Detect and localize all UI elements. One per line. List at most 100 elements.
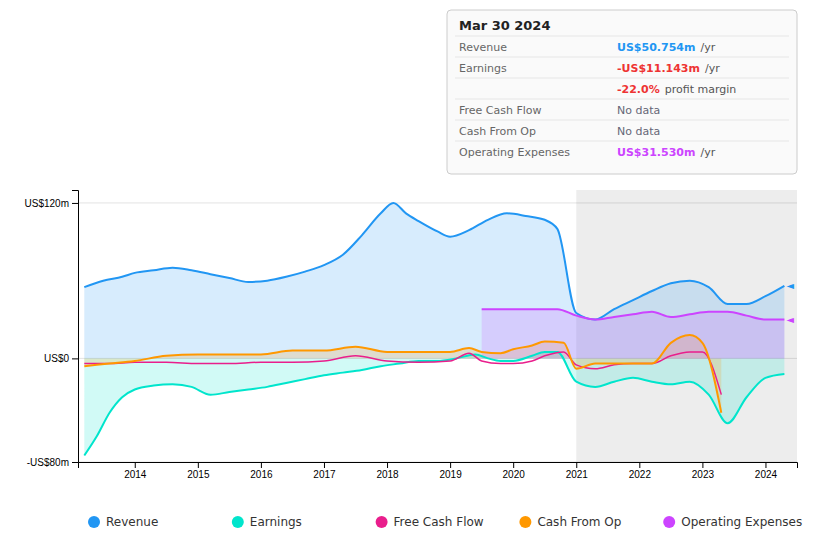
series-line xyxy=(482,309,785,319)
info-suffix: /yr xyxy=(700,41,715,54)
info-value: -22.0% xyxy=(617,83,660,96)
info-value: US$50.754m xyxy=(617,41,695,54)
tick-label: 2016 xyxy=(250,469,273,480)
tick: US$0 xyxy=(44,353,78,364)
edge-marker: ◄ xyxy=(786,314,794,325)
tick-mark xyxy=(72,462,78,463)
legend-swatch xyxy=(519,516,531,528)
chart-container: 2014 2015 2016 2017 2018 2019 2020 2021 2022 2023… xyxy=(0,0,821,560)
info-separator xyxy=(455,78,789,79)
info-label: Earnings xyxy=(459,62,507,75)
tick-mark xyxy=(324,462,325,468)
tick-label: 2014 xyxy=(124,469,147,480)
info-value-line: -22.0% profit margin xyxy=(617,83,736,96)
tick-mark xyxy=(261,462,262,468)
info-panel: Mar 30 2024 Revenue US$50.754m/yr Earnings -… xyxy=(447,10,797,174)
tick-mark xyxy=(513,462,514,468)
info-value: No data xyxy=(617,125,660,138)
legend-item: Revenue xyxy=(88,515,158,529)
legend-swatch xyxy=(232,516,244,528)
tick: 2021 xyxy=(566,462,589,480)
axis-line xyxy=(79,463,798,469)
info-suffix: /yr xyxy=(700,146,715,159)
tick-label: 2018 xyxy=(376,469,399,480)
tick: 2018 xyxy=(376,462,399,480)
info-separator xyxy=(455,36,789,37)
legend-swatch xyxy=(663,516,675,528)
tick-label: 2017 xyxy=(313,469,336,480)
legend-item: Operating Expenses xyxy=(663,515,802,529)
tick-label: 2020 xyxy=(503,469,526,480)
info-separator xyxy=(455,57,789,58)
tick-label: -US$80m xyxy=(27,457,69,468)
tick: 2020 xyxy=(503,462,526,480)
series-line xyxy=(84,203,784,320)
legend-label: Operating Expenses xyxy=(681,515,802,529)
tick: -US$80m xyxy=(27,457,78,468)
info-separator xyxy=(455,141,789,142)
edge-marker: ◄ xyxy=(786,280,794,291)
plot-area xyxy=(84,190,797,462)
tick-mark xyxy=(450,462,451,468)
annotations: ◄◄ xyxy=(786,280,794,325)
tick-label: 2021 xyxy=(566,469,589,480)
info-value-line: US$31.530m/yr xyxy=(617,146,716,159)
tick: 2014 xyxy=(124,462,147,480)
info-suffix: /yr xyxy=(705,62,720,75)
tick: 2016 xyxy=(250,462,273,480)
info-label: Free Cash Flow xyxy=(459,104,542,117)
tick-label: 2022 xyxy=(629,469,652,480)
legend-label: Cash From Op xyxy=(537,515,621,529)
legend-item: Free Cash Flow xyxy=(376,515,484,529)
series-area xyxy=(84,352,784,456)
info-value: US$31.530m xyxy=(617,146,695,159)
info-label: Cash From Op xyxy=(459,125,536,138)
tick-mark xyxy=(702,462,703,468)
tick: 2022 xyxy=(629,462,652,480)
tick: 2017 xyxy=(313,462,336,480)
info-separator xyxy=(455,99,789,100)
tick: 2019 xyxy=(439,462,462,480)
tick: 2023 xyxy=(692,462,715,480)
axis-line xyxy=(72,191,79,463)
info-heading: Mar 30 2024 xyxy=(459,18,550,33)
tick-mark xyxy=(198,462,199,468)
info-value-line: -US$11.143m/yr xyxy=(617,62,720,75)
legend: Revenue Earnings Free Cash Flow Cash From O… xyxy=(88,515,802,529)
info-suffix: profit margin xyxy=(665,83,737,96)
tick-mark xyxy=(387,462,388,468)
series-area xyxy=(84,203,784,358)
tick-mark xyxy=(72,358,78,359)
info-value-line: US$50.754m/yr xyxy=(617,41,716,54)
tick-mark xyxy=(765,462,766,468)
tick-mark xyxy=(72,203,78,204)
tick-label: US$120m xyxy=(25,198,69,209)
tick-mark xyxy=(639,462,640,468)
legend-label: Revenue xyxy=(106,515,158,529)
info-value-line: No data xyxy=(617,125,660,138)
legend-swatch xyxy=(376,516,388,528)
series-line xyxy=(84,335,721,413)
tick: 2015 xyxy=(187,462,210,480)
tick-mark xyxy=(135,462,136,468)
tick-label: 2019 xyxy=(439,469,462,480)
y-axis: -US$80m US$0 US$120m xyxy=(25,191,79,468)
series-line xyxy=(84,352,784,456)
info-value: No data xyxy=(617,104,660,117)
tick-label: US$0 xyxy=(44,353,69,364)
info-label: Revenue xyxy=(459,41,507,54)
info-separator xyxy=(455,120,789,121)
legend-item: Cash From Op xyxy=(519,515,621,529)
legend-item: Earnings xyxy=(232,515,302,529)
tick-mark xyxy=(576,462,577,468)
x-axis: 2014 2015 2016 2017 2018 2019 2020 2021 2022 2023… xyxy=(79,462,798,480)
tick-label: 2024 xyxy=(755,469,778,480)
info-value-line: No data xyxy=(617,104,660,117)
tick-label: 2015 xyxy=(187,469,210,480)
series-area xyxy=(482,309,785,358)
legend-label: Free Cash Flow xyxy=(394,515,484,529)
info-value: -US$11.143m xyxy=(617,62,700,75)
info-panel-box xyxy=(447,10,797,174)
tick-label: 2023 xyxy=(692,469,715,480)
info-label: Operating Expenses xyxy=(459,146,570,159)
